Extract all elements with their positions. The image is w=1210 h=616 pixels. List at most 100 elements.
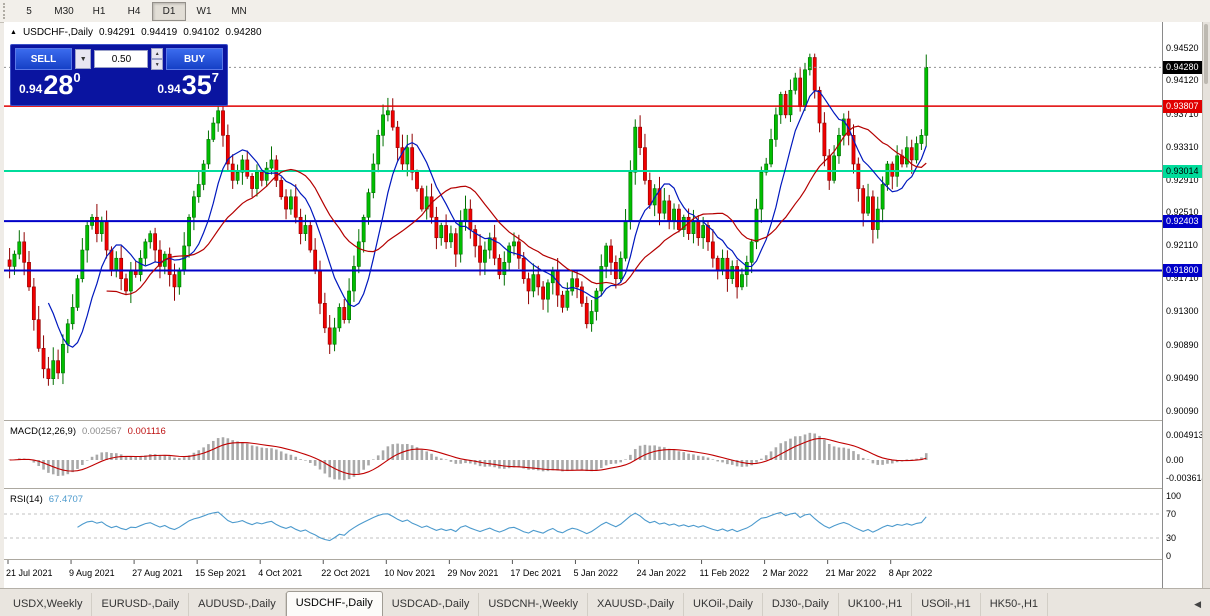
timeframe-button-w1[interactable]: W1 (196, 5, 212, 17)
ma-fast-line (47, 90, 927, 348)
timeframe-button-mn[interactable]: MN (231, 5, 247, 17)
ma-slow-line (106, 125, 927, 296)
tab-usdcnh-weekly[interactable]: USDCNH-,Weekly (479, 593, 588, 616)
price-level-badge: 0.93807 (1163, 99, 1204, 113)
tab-xauusd-daily[interactable]: XAUUSD-,Daily (588, 593, 685, 616)
price-level-badge: 0.94280 (1163, 60, 1204, 74)
price-axis-label: 0.91300 (1166, 306, 1199, 317)
sell-price-display[interactable]: 0.94 28 0 (19, 71, 81, 99)
price-axis-label: 0.93710 (1166, 109, 1199, 120)
timeframe-button-d1[interactable]: D1 (152, 1, 186, 21)
timeframe-button-m30[interactable]: M30 (54, 5, 74, 17)
rsi-axis-label: 30 (1166, 533, 1177, 543)
price-axis-label: 0.92110 (1166, 240, 1198, 251)
spin-down-icon[interactable]: ▼ (151, 59, 164, 70)
tab-ukoil-daily[interactable]: UKOil-,Daily (684, 593, 763, 616)
rsi-line (77, 511, 927, 542)
macd-title-text: MACD(12,26,9) (10, 426, 76, 437)
sell-button[interactable]: SELL (15, 48, 72, 70)
price-axis-label: 0.92910 (1166, 174, 1199, 185)
buy-price-point: 7 (211, 70, 219, 85)
date-label: 27 Aug 2021 (132, 568, 183, 578)
tab-usdx-weekly[interactable]: USDX,Weekly (4, 593, 93, 616)
date-label: 8 Apr 2022 (889, 568, 933, 578)
tab-hk50-h1[interactable]: HK50-,H1 (981, 593, 1049, 616)
price-axis-label: 0.90090 (1166, 405, 1199, 416)
date-label: 10 Nov 2021 (384, 568, 435, 578)
price-axis-label: 0.93310 (1166, 141, 1199, 152)
macd-axis-label: 0.004913 (1166, 430, 1204, 441)
chart-title: ▲ USDCHF-,Daily 0.94291 0.94419 0.94102 … (10, 27, 262, 38)
volume-input[interactable] (94, 50, 149, 68)
timeframe-button-h1[interactable]: H1 (92, 5, 106, 17)
price-level-badge: 0.91800 (1163, 264, 1204, 278)
macd-axis-label: -0.003614 (1166, 473, 1207, 484)
price-axis-label: 0.90490 (1166, 372, 1199, 383)
date-label: 22 Oct 2021 (321, 568, 370, 578)
date-axis[interactable]: 21 Jul 2021 9 Aug 2021 27 Aug 2021 15 Sep 2… (6, 560, 932, 578)
price-axis-label: 0.92510 (1166, 207, 1199, 218)
rsi-value: 67.4707 (48, 494, 84, 505)
rsi-axis-label: 70 (1166, 509, 1177, 519)
macd-axis-label: 0.00 (1166, 455, 1184, 465)
date-label: 15 Sep 2021 (195, 568, 246, 578)
rsi-axis-label: 100 (1166, 491, 1182, 501)
rsi-indicator-title: RSI(14) 67.4707 (10, 494, 83, 505)
sell-price-point: 0 (73, 70, 81, 85)
toolbar-grip[interactable] (3, 3, 9, 19)
macd-signal-value: 0.001116 (127, 426, 166, 437)
date-label: 5 Jan 2022 (573, 568, 618, 578)
macd-indicator-title: MACD(12,26,9) 0.002567 0.001116 (10, 426, 166, 437)
tab-uk100-h1[interactable]: UK100-,H1 (839, 593, 913, 616)
timeframe-button-h4[interactable]: H4 (127, 5, 141, 17)
tab-usoil-h1[interactable]: USOil-,H1 (912, 593, 981, 616)
volume-stepper[interactable]: ▲ ▼ (151, 48, 164, 70)
chart-tab-bar: USDX,Weekly EURUSD-,Daily AUDUSD-,Daily USD… (0, 588, 1210, 616)
date-label: 21 Mar 2022 (826, 568, 877, 578)
rsi-axis-label: 0 (1166, 551, 1172, 561)
ohlc-high: 0.94419 (141, 27, 178, 38)
date-label: 29 Nov 2021 (447, 568, 498, 578)
ohlc-low: 0.94102 (183, 27, 220, 38)
tab-usdchf-daily[interactable]: USDCHF-,Daily (285, 591, 383, 616)
ohlc-open: 0.94291 (98, 27, 136, 38)
chart-symbol-period: USDCHF-,Daily (22, 27, 93, 38)
price-axis-label: 0.94520 (1166, 42, 1199, 53)
sell-price-pips: 28 (43, 70, 74, 100)
volume-dropdown-icon[interactable]: ▼ (74, 49, 92, 69)
macd-main-value: 0.002567 (82, 426, 122, 437)
rsi-title-text: RSI(14) (10, 494, 43, 505)
price-level-badge: 0.93014 (1163, 164, 1204, 178)
timeframe-toolbar: 5 M30 H1 H4 D1 W1 MN (0, 0, 1210, 23)
price-level-badge: 0.92403 (1163, 214, 1204, 228)
timeframe-button-5[interactable]: 5 (26, 5, 32, 17)
scrollbar-thumb[interactable] (1204, 24, 1208, 84)
date-label: 21 Jul 2021 (6, 568, 53, 578)
vertical-scrollbar[interactable] (1202, 22, 1210, 588)
date-label: 17 Dec 2021 (510, 568, 561, 578)
tab-audusd-daily[interactable]: AUDUSD-,Daily (189, 593, 286, 616)
tab-scroll-left-icon[interactable]: ◀ (1194, 599, 1201, 609)
buy-price-prefix: 0.94 (157, 82, 181, 96)
buy-price-display[interactable]: 0.94 35 7 (157, 71, 219, 99)
tab-eurusd-daily[interactable]: EURUSD-,Daily (92, 593, 190, 616)
tab-dj30-daily[interactable]: DJ30-,Daily (763, 593, 839, 616)
price-axis-label: 0.94120 (1166, 75, 1199, 86)
ohlc-close: 0.94280 (225, 27, 262, 38)
chart-canvas[interactable]: 21 Jul 2021 9 Aug 2021 27 Aug 2021 15 Sep 2… (4, 22, 1162, 588)
date-label: 4 Oct 2021 (258, 568, 302, 578)
macd-signal-line (9, 437, 927, 476)
tab-usdcad-daily[interactable]: USDCAD-,Daily (383, 593, 480, 616)
buy-button[interactable]: BUY (166, 48, 224, 70)
one-click-trading-panel: SELL ▼ ▲ ▼ BUY 0.94 28 0 0.94 35 7 (10, 44, 228, 106)
collapse-chart-icon[interactable]: ▲ (10, 29, 17, 36)
spin-up-icon[interactable]: ▲ (151, 48, 164, 59)
date-label: 11 Feb 2022 (700, 568, 750, 578)
price-axis-label: 0.90890 (1166, 340, 1199, 351)
price-axis-label: 0.91710 (1166, 272, 1199, 283)
date-label: 24 Jan 2022 (637, 568, 687, 578)
buy-price-pips: 35 (181, 70, 212, 100)
date-label: 2 Mar 2022 (763, 568, 809, 578)
price-axis[interactable]: 0.94520 0.94120 0.93710 0.93310 0.92910 0.925… (1162, 22, 1207, 588)
